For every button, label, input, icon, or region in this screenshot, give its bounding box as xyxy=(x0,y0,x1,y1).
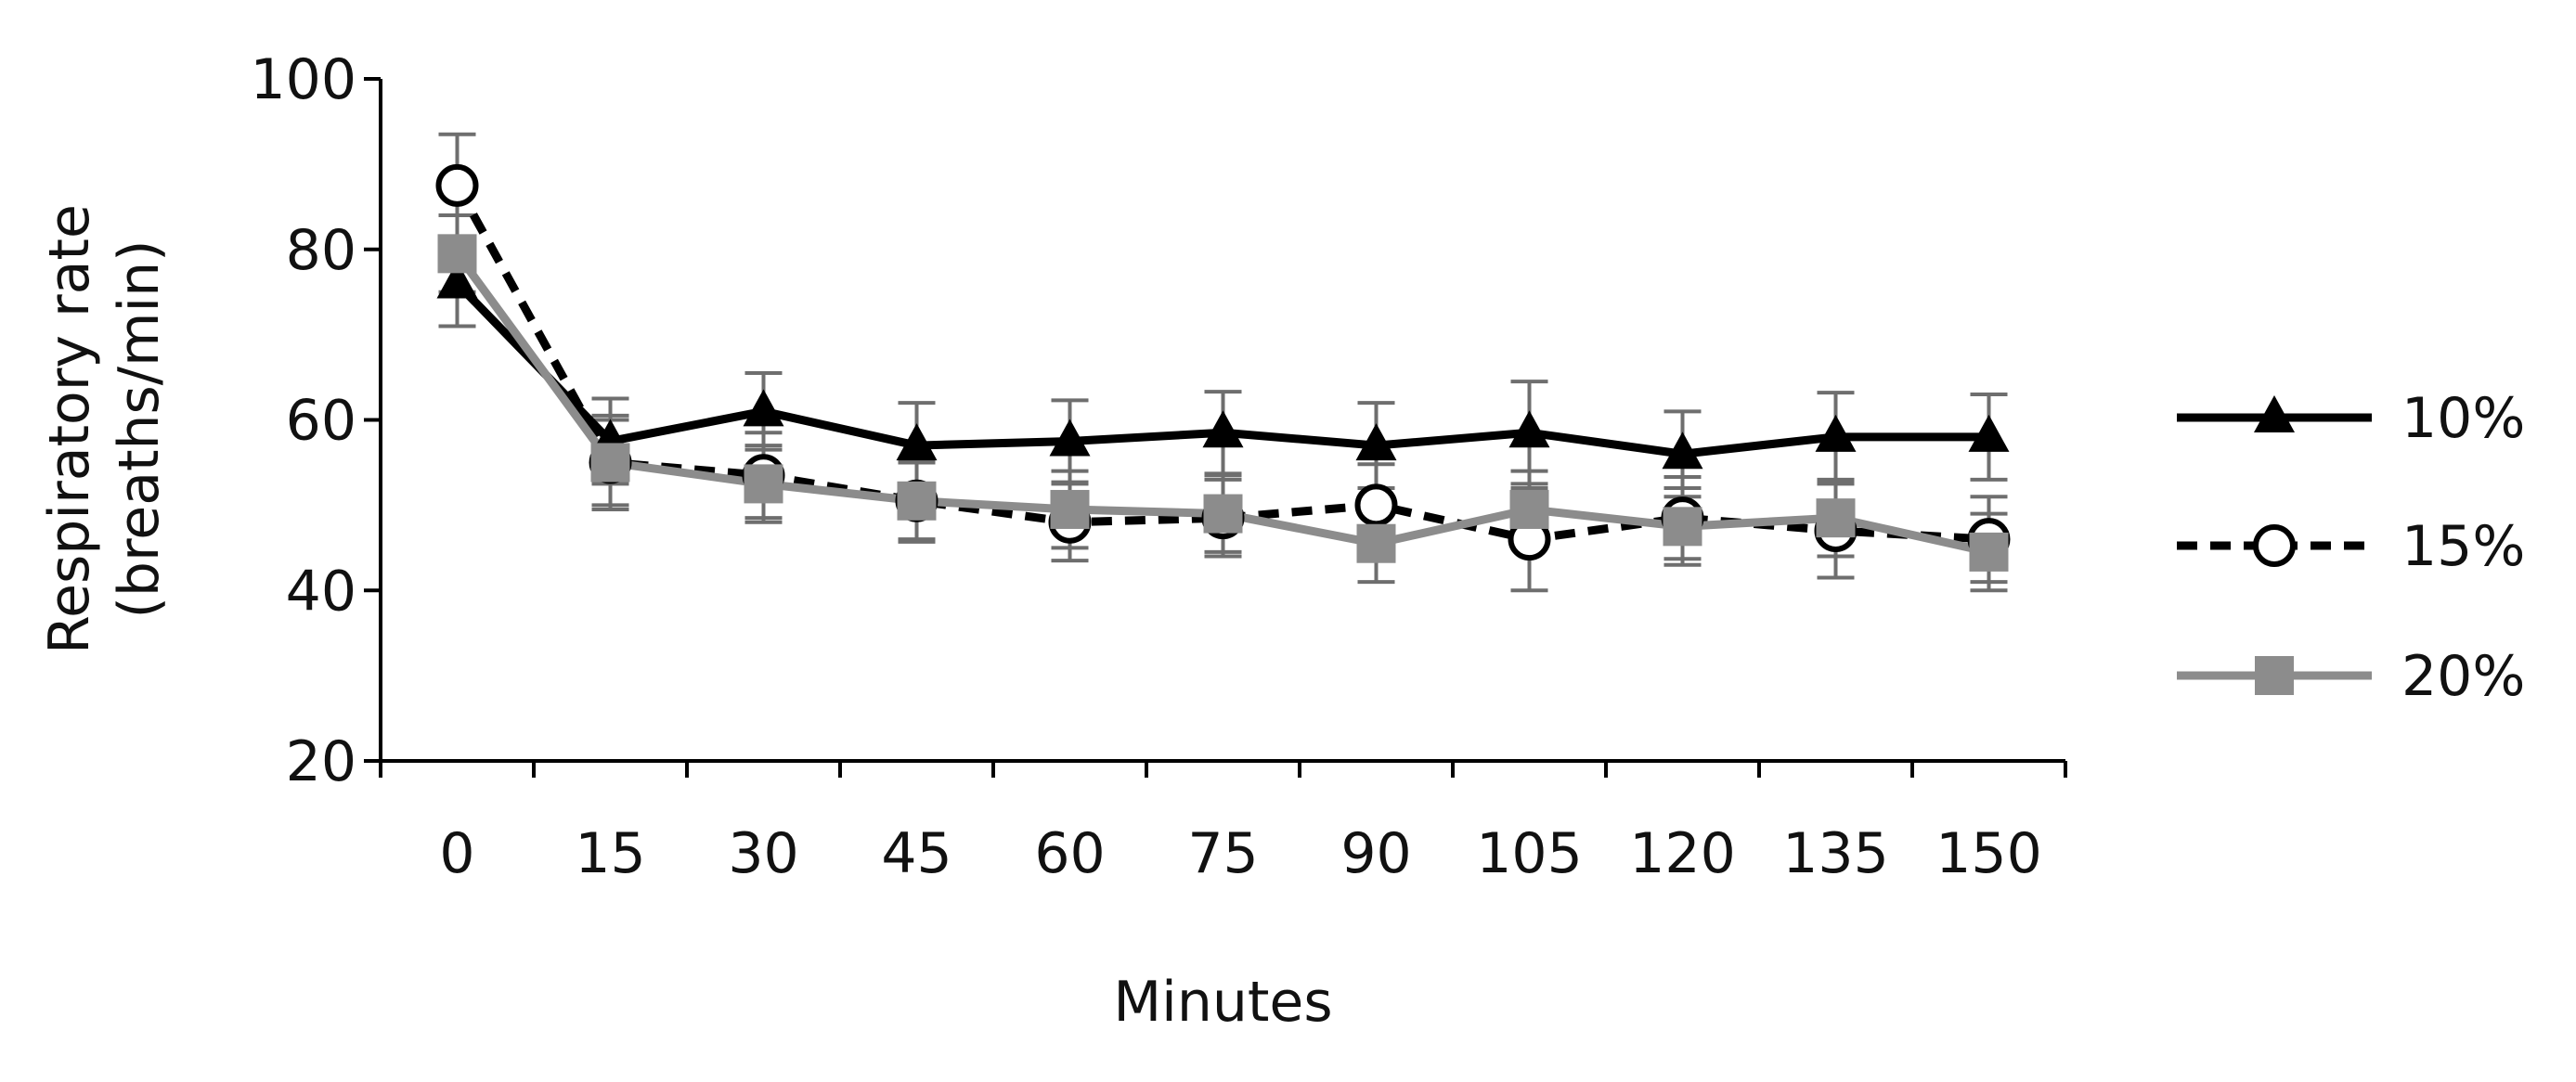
legend-entry-2: 15% xyxy=(2177,514,2525,579)
series-markers xyxy=(435,163,2011,572)
x-tick-label: 30 xyxy=(728,821,798,886)
series-1-point xyxy=(743,389,784,427)
x-tick-label: 0 xyxy=(439,821,474,886)
legend-marker xyxy=(2253,524,2296,567)
series-1-point xyxy=(896,423,938,461)
y-axis-title-line-1: Respiratory rate xyxy=(37,204,102,654)
x-tick-label: 120 xyxy=(1629,821,1736,886)
series-3-point xyxy=(1816,498,1856,538)
legend-marker xyxy=(2255,656,2294,695)
series-3-point xyxy=(897,481,937,521)
x-tick-label: 135 xyxy=(1782,821,1889,886)
x-tick-label: 15 xyxy=(575,821,645,886)
legend-label: 10% xyxy=(2401,386,2525,451)
series-1-point xyxy=(1049,419,1091,457)
x-tick-label: 105 xyxy=(1476,821,1583,886)
y-tick-label: 100 xyxy=(250,47,356,112)
legend-label: 15% xyxy=(2401,514,2525,579)
x-tick-label: 60 xyxy=(1034,821,1105,886)
legend-label: 20% xyxy=(2401,644,2525,709)
y-tick-label: 80 xyxy=(286,218,356,283)
series-3-point xyxy=(437,234,477,274)
series-2-point xyxy=(435,163,479,207)
series-1-point xyxy=(1202,410,1244,448)
y-tick-label: 20 xyxy=(286,729,356,794)
series-1-point xyxy=(1355,423,1397,461)
y-tick-label: 40 xyxy=(286,559,356,624)
legend-marker xyxy=(2254,395,2295,432)
series-1-point xyxy=(436,261,478,299)
series-3-point xyxy=(1509,489,1549,529)
series-3-point xyxy=(1203,494,1243,534)
legend-entry-3: 20% xyxy=(2177,644,2525,709)
legend-entry-1: 10% xyxy=(2177,386,2525,451)
series-1-point xyxy=(1662,432,1703,470)
series-3-point xyxy=(744,464,783,504)
x-axis-title: Minutes xyxy=(1113,970,1332,1035)
legend: 10% 15% 20% xyxy=(2177,386,2525,709)
series-1-point xyxy=(1968,414,2010,452)
series-3-point xyxy=(590,443,630,483)
series-3-point xyxy=(1663,507,1702,547)
series-2-point xyxy=(1354,483,1398,527)
y-axis-title: Respiratory rate (breaths/min) xyxy=(37,204,172,654)
x-tick-label: 90 xyxy=(1340,821,1411,886)
y-ticks: 20 40 60 80 100 xyxy=(250,47,381,794)
y-axis-title-line-2: (breaths/min) xyxy=(107,239,172,618)
series-1-point xyxy=(1815,414,1857,452)
y-tick-label: 60 xyxy=(286,389,356,454)
series-3-point xyxy=(1050,489,1090,529)
x-tick-label: 150 xyxy=(1935,821,2042,886)
axes: 20 40 60 80 100 0 15 30 45 60 75 90 105 120 135 150 xyxy=(250,47,2067,886)
x-tick-label: 75 xyxy=(1187,821,1258,886)
x-ticks: 0 15 30 45 60 75 90 105 120 135 150 xyxy=(379,761,2067,886)
series-3-point xyxy=(1969,532,2009,572)
series-3-point xyxy=(1356,523,1396,563)
series-1-point xyxy=(1508,410,1550,448)
x-tick-label: 45 xyxy=(881,821,951,886)
